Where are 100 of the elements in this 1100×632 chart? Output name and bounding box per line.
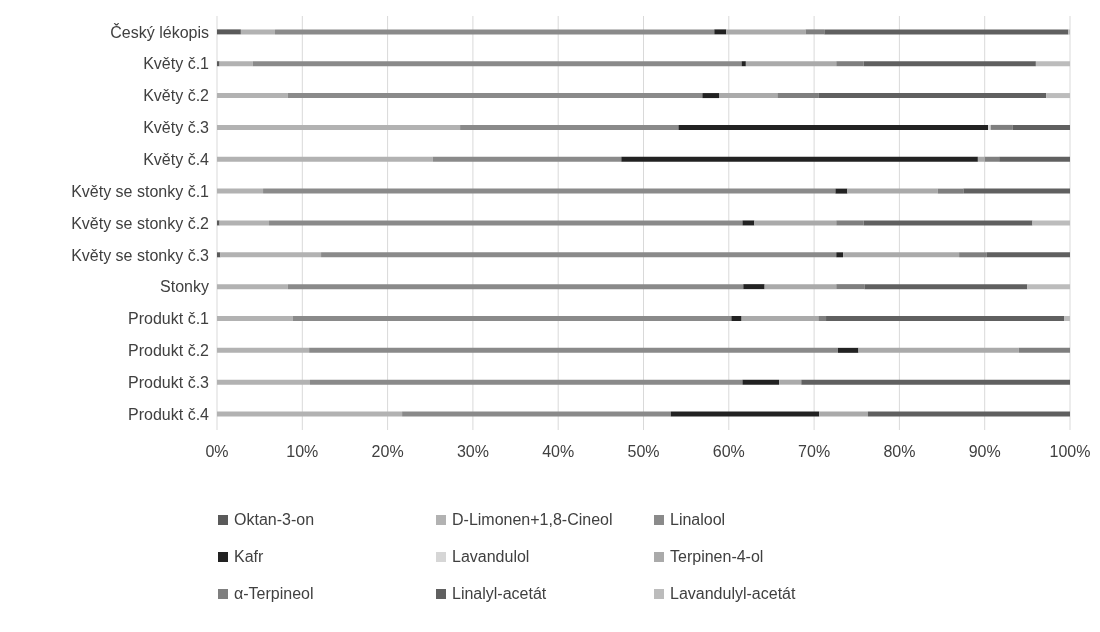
y-tick-label: Květy č.2 — [143, 87, 210, 105]
x-tick-label: 30% — [456, 443, 489, 461]
y-tick-label: Stonky — [160, 278, 209, 296]
bar — [867, 411, 1070, 417]
y-tick-label: Květy č.1 — [143, 55, 210, 73]
bar — [835, 188, 848, 194]
bar — [309, 379, 743, 385]
legend-label: α-Terpineol — [234, 584, 314, 603]
legend-label: Oktan-3-on — [234, 510, 315, 529]
bar — [745, 61, 837, 67]
bar — [287, 93, 703, 99]
legend-label: D-Limonen+1,8-Cineol — [452, 510, 613, 529]
bar — [217, 124, 461, 130]
bar — [990, 124, 1013, 130]
bar — [1032, 220, 1070, 226]
bar — [217, 61, 220, 67]
x-tick-label: 90% — [968, 443, 1001, 461]
bar — [726, 29, 806, 35]
bar — [1046, 93, 1070, 99]
bar — [864, 284, 1028, 290]
bar — [269, 220, 743, 226]
bar — [779, 379, 802, 385]
bar — [777, 93, 819, 99]
bar — [984, 156, 1000, 162]
bar — [863, 220, 1033, 226]
bar — [1018, 347, 1070, 353]
bar — [847, 188, 938, 194]
bar — [937, 188, 964, 194]
bar — [826, 315, 1065, 321]
bar — [219, 220, 270, 226]
bar — [741, 315, 819, 321]
bar — [217, 156, 433, 162]
bar — [843, 252, 960, 258]
bar — [1012, 124, 1070, 130]
bar — [217, 284, 288, 290]
bar — [252, 61, 742, 67]
x-tick-label: 0% — [205, 443, 229, 461]
y-tick-label: Český lékopis — [110, 22, 209, 41]
x-tick-label: 50% — [627, 443, 660, 461]
x-tick-label: 60% — [712, 443, 745, 461]
bar — [824, 29, 1069, 35]
bar — [217, 379, 310, 385]
bar — [217, 411, 403, 417]
bar — [731, 315, 742, 321]
bar — [999, 156, 1070, 162]
bar — [754, 220, 837, 226]
bar — [287, 284, 744, 290]
y-tick-label: Květy č.4 — [143, 150, 210, 168]
bar — [988, 124, 991, 130]
bar — [959, 252, 987, 258]
bar — [275, 29, 715, 35]
legend-label: Linalool — [670, 510, 726, 529]
bar — [977, 156, 985, 162]
bar — [217, 220, 220, 226]
bar — [742, 379, 780, 385]
legend-label: Linalyl-acetát — [452, 584, 547, 603]
bar — [801, 379, 1070, 385]
bar — [217, 93, 288, 99]
bar — [836, 61, 864, 67]
bar — [963, 188, 1070, 194]
y-tick-label: Květy se stonky č.3 — [71, 246, 210, 264]
bar — [836, 220, 864, 226]
x-tick-label: 40% — [542, 443, 575, 461]
bar — [863, 61, 1036, 67]
legend-label: Lavandulyl-acetát — [670, 584, 796, 603]
bar — [818, 93, 1047, 99]
bar — [292, 315, 732, 321]
x-tick-label: 80% — [883, 443, 916, 461]
legend-label: Lavandulol — [452, 547, 530, 566]
bar — [836, 284, 865, 290]
bar — [432, 156, 622, 162]
bar — [309, 347, 838, 353]
bar — [217, 347, 310, 353]
bar — [714, 29, 727, 35]
bar — [217, 29, 241, 35]
bar — [1027, 284, 1070, 290]
bar — [670, 411, 820, 417]
bar — [836, 252, 844, 258]
bar — [220, 252, 322, 258]
bar — [1064, 315, 1070, 321]
bar — [719, 93, 778, 99]
y-tick-label: Květy č.3 — [143, 119, 210, 137]
bar — [858, 347, 1019, 353]
bar — [678, 124, 989, 130]
legend-label: Kafr — [234, 547, 264, 566]
bar — [819, 411, 868, 417]
bar — [321, 252, 837, 258]
bar — [741, 61, 746, 67]
y-tick-label: Produkt č.4 — [128, 405, 210, 423]
x-tick-label: 10% — [286, 443, 319, 461]
x-tick-label: 20% — [371, 443, 404, 461]
bar — [621, 156, 978, 162]
y-tick-label: Produkt č.1 — [128, 310, 210, 328]
y-tick-label: Produkt č.2 — [128, 342, 210, 360]
bar — [460, 124, 679, 130]
y-tick-label: Květy se stonky č.1 — [71, 182, 210, 200]
bar — [217, 188, 264, 194]
bar — [986, 252, 1070, 258]
bar — [805, 29, 825, 35]
bar — [818, 315, 827, 321]
